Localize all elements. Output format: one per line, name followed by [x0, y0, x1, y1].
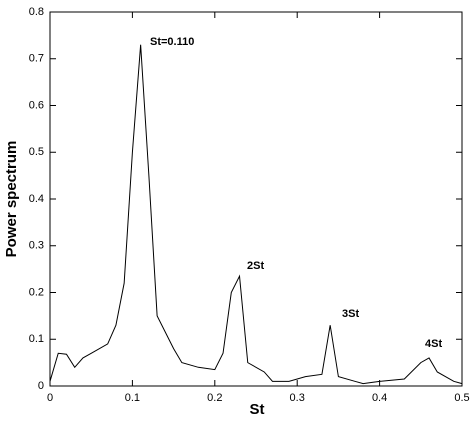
x-tick-label: 0.5 [454, 392, 469, 404]
y-tick-label: 0 [38, 380, 44, 392]
y-tick-label: 0.8 [29, 6, 44, 18]
y-tick-label: 0.3 [29, 240, 44, 252]
y-tick-label: 0.2 [29, 286, 44, 298]
x-tick-label: 0.2 [207, 392, 222, 404]
x-axis-title: St [250, 401, 265, 418]
y-tick-label: 0.6 [29, 99, 44, 111]
annotation: 2St [247, 260, 264, 272]
x-tick-label: 0.1 [125, 392, 140, 404]
x-tick-label: 0.4 [372, 392, 387, 404]
annotation: St=0.110 [150, 36, 194, 48]
y-tick-label: 0.4 [29, 193, 44, 205]
annotation: 4St [425, 338, 442, 350]
y-tick-label: 0.7 [29, 53, 44, 65]
x-tick-label: 0 [47, 392, 53, 404]
annotation: 3St [342, 308, 359, 320]
y-tick-label: 0.1 [29, 333, 44, 345]
x-tick-label: 0.3 [290, 392, 305, 404]
y-axis-title: Power spectrum [3, 141, 20, 258]
data-line [49, 44, 463, 385]
y-tick-label: 0.5 [29, 146, 44, 158]
plot-frame [49, 11, 463, 387]
